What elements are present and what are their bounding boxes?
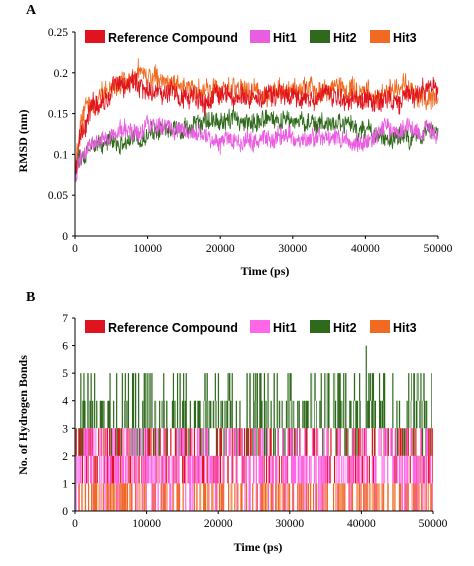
series-line-hit3 [78, 483, 433, 511]
panel-b-y-label: No. of Hydrogen Bonds [16, 355, 30, 475]
panel-b-y-tick-label: 1 [62, 478, 68, 490]
panel-b-x-tick-label: 40000 [347, 518, 376, 530]
panel-b-letter: B [26, 290, 35, 305]
panel-b-y-tick-label: 2 [62, 451, 68, 463]
panel-b-x-tick-label: 20000 [204, 518, 233, 530]
panel-a-y-tick-label: 0 [62, 231, 68, 243]
panel-a-y-tick-label: 0.25 [48, 27, 68, 39]
series-line-hit1 [74, 114, 439, 183]
panel-b-x-label: Time (ps) [234, 540, 283, 554]
panel-b-y-tick-label: 4 [62, 396, 68, 408]
panel-a-x-label: Time (ps) [241, 264, 290, 278]
legend-a-label-hit3: Hit3 [393, 31, 417, 45]
panel-b-y-tick-label: 5 [62, 368, 68, 380]
legend-a-swatch-hit1 [250, 30, 270, 43]
panel-b-y-tick-label: 0 [62, 506, 68, 518]
panel-a-y-tick-label: 0.2 [54, 68, 69, 80]
panel-a-y-label: RMSD (nm) [16, 110, 30, 173]
panel-a-x-tick-label: 0 [72, 243, 78, 255]
panel-b-y-tick-label: 3 [62, 423, 68, 435]
panel-b: B 0 10000 20000 30000 40000 50000 0 1 2 3 4 5 6 7 No.… [16, 290, 448, 554]
legend-a-swatch-reference [85, 30, 105, 43]
panel-a-ticks: 0 10000 20000 30000 40000 50000 0 0.05 0.1 0.15 0.… [48, 27, 453, 255]
panel-a-series [74, 58, 439, 183]
panel-b-x-tick-label: 30000 [275, 518, 304, 530]
panel-a-x-tick-label: 40000 [351, 243, 380, 255]
panel-b-series [75, 345, 433, 511]
legend-b-swatch-hit1 [250, 320, 270, 333]
panel-a-y-tick-label: 0.15 [48, 109, 68, 121]
panel-a-x-tick-label: 20000 [206, 243, 235, 255]
panel-a-y-tick-label: 0.05 [48, 190, 68, 202]
series-line-hit3 [74, 58, 439, 171]
panel-b-legend: Reference Compound Hit1 Hit2 Hit3 [85, 320, 417, 335]
legend-a-label-hit2: Hit2 [333, 31, 357, 45]
legend-b-label-reference: Reference Compound [108, 321, 238, 335]
panel-a: A 0 10000 20000 30000 40000 50000 0 0.05 0.1 0.15… [16, 3, 453, 278]
panel-b-ticks: 0 10000 20000 30000 40000 50000 0 1 2 3 4 5 6 7 [62, 313, 447, 530]
legend-b-label-hit3: Hit3 [393, 321, 417, 335]
panel-b-y-tick-label: 6 [62, 341, 68, 353]
panel-b-x-tick-label: 10000 [132, 518, 161, 530]
legend-b-label-hit2: Hit2 [333, 321, 357, 335]
panel-a-legend: Reference Compound Hit1 Hit2 Hit3 [85, 30, 417, 45]
legend-a-label-reference: Reference Compound [108, 31, 238, 45]
legend-b-swatch-reference [85, 320, 105, 333]
panel-b-y-tick-label: 7 [62, 313, 68, 325]
panel-a-y-tick-label: 0.1 [54, 149, 69, 161]
legend-a-swatch-hit2 [310, 30, 330, 43]
panel-b-x-tick-label: 50000 [419, 518, 448, 530]
legend-b-swatch-hit3 [370, 320, 390, 333]
series-line-reference-compound [74, 71, 439, 175]
panel-a-x-tick-label: 30000 [278, 243, 307, 255]
panel-a-x-tick-label: 10000 [133, 243, 162, 255]
panel-a-letter: A [26, 3, 37, 18]
legend-b-label-hit1: Hit1 [273, 321, 297, 335]
panel-b-x-tick-label: 0 [72, 518, 78, 530]
legend-a-swatch-hit3 [370, 30, 390, 43]
legend-a-label-hit1: Hit1 [273, 31, 297, 45]
panel-a-x-tick-label: 50000 [424, 243, 453, 255]
legend-b-swatch-hit2 [310, 320, 330, 333]
